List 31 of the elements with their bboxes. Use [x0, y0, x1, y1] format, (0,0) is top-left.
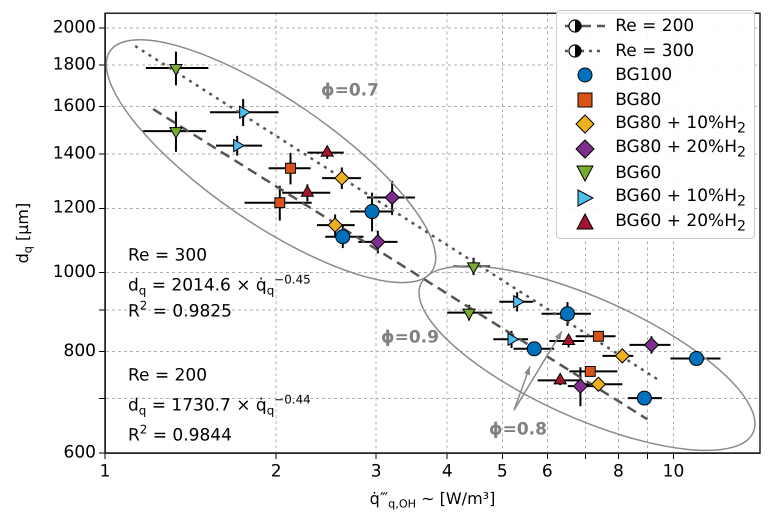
annotation: Re = 200 [128, 366, 208, 386]
x-tick-label: 6 [542, 462, 553, 482]
legend-label: BG80 [615, 90, 662, 110]
y-tick-label: 600 [64, 442, 96, 462]
legend-label: BG60 + 10%H$_{2}$ [615, 186, 746, 210]
legend-label: Re = 200 [615, 16, 694, 36]
annotation: Re = 300 [128, 246, 208, 266]
legend-label: BG80 + 20%H$_{2}$ [615, 137, 746, 160]
legend-label: BG60 [615, 163, 662, 184]
y-tick-label: 1600 [52, 96, 96, 116]
x-tick-label: 3 [370, 462, 382, 482]
x-tick-label: 10 [662, 462, 684, 482]
legend-label: BG80 + 10%H$_{2}$ [615, 112, 746, 136]
legend-label: BG100 [615, 65, 672, 86]
y-tick-label: 800 [64, 340, 96, 361]
annotation: ϕ=0.9 [381, 328, 439, 348]
y-tick-label: 1800 [52, 54, 96, 75]
x-tick-label: 8 [612, 462, 624, 482]
annotation: ϕ=0.8 [489, 420, 547, 440]
y-tick-label: 1400 [52, 143, 96, 164]
legend-label: Re = 300 [615, 40, 694, 61]
x-tick-label: 2 [270, 462, 282, 482]
x-tick-label: 4 [442, 462, 453, 482]
y-tick-label: 2000 [52, 17, 96, 38]
legend-label: BG60 + 20%H$_{2}$ [615, 210, 746, 234]
y-tick-label: 1000 [52, 262, 96, 282]
y-tick-label: 1200 [52, 198, 96, 218]
x-tick-label: 5 [496, 462, 508, 482]
x-tick-label: 1 [100, 462, 110, 482]
annotation: ϕ=0.7 [321, 80, 379, 101]
y-axis-title: dq [μm] [13, 202, 35, 264]
